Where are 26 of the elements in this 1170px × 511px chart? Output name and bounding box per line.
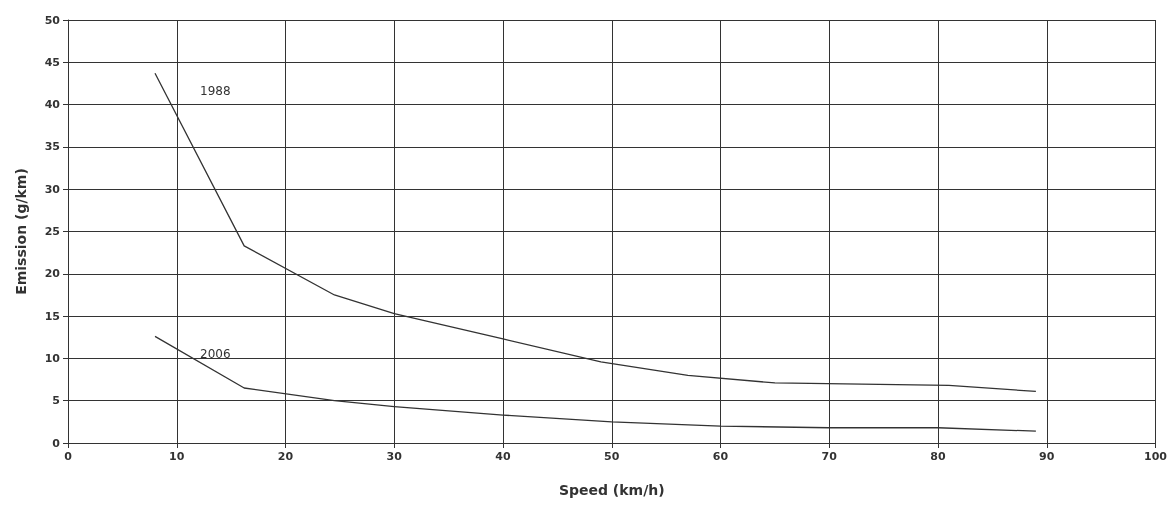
x-tick-label: 0 — [64, 450, 73, 463]
x-tick-label: 20 — [277, 450, 294, 463]
y-tick-label: 15 — [44, 309, 60, 323]
x-tick-label: 50 — [604, 450, 620, 463]
x-axis-title: Speed (km/h) — [558, 482, 665, 498]
y-tick-label: 25 — [44, 225, 60, 238]
y-tick-label: 5 — [52, 394, 60, 408]
text: 1988 — [200, 84, 231, 99]
y-tick-label: 20 — [44, 267, 61, 281]
y-tick-label: 35 — [44, 140, 60, 154]
y-tick-label: 40 — [44, 98, 61, 112]
x-tick-label: 40 — [495, 450, 512, 463]
x-tick-label: 90 — [1039, 450, 1055, 463]
y-axis-title: Emission (g/km) — [13, 168, 29, 295]
y-tick-label: 45 — [44, 55, 60, 69]
y-tick-label: 30 — [44, 182, 61, 196]
x-tick-label: 100 — [1144, 450, 1168, 463]
x-tick-label: 30 — [386, 450, 403, 463]
x-tick-label: 60 — [712, 450, 729, 463]
y-tick-label: 50 — [44, 13, 61, 27]
y-tick-label: 0 — [52, 436, 61, 450]
x-tick-label: 70 — [821, 450, 838, 463]
series-label: 2006 — [200, 347, 231, 362]
y-tick-label: 10 — [44, 351, 61, 365]
x-tick-label: 80 — [930, 450, 947, 463]
x-tick-label: 10 — [169, 450, 185, 463]
